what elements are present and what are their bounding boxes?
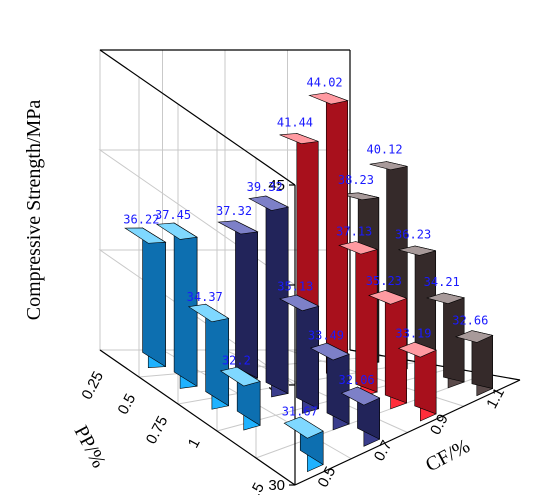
bar-value-label: 32.06 bbox=[339, 373, 375, 387]
bar-value-label: 32.66 bbox=[452, 313, 488, 327]
bar-value-label: 38.23 bbox=[338, 173, 374, 187]
bar-side bbox=[296, 294, 319, 410]
bar-value-label: 31.67 bbox=[282, 404, 318, 418]
bar-value-label: 35.13 bbox=[277, 280, 313, 294]
cf-tick-label: 0.5 bbox=[315, 464, 340, 490]
bar-layer bbox=[124, 92, 494, 473]
bar-value-label: 37.13 bbox=[336, 225, 372, 239]
pp-axis-line bbox=[99, 349, 296, 486]
bar-top bbox=[279, 294, 320, 312]
bar-value-label: 35.23 bbox=[366, 274, 402, 288]
bar-value-label: 36.23 bbox=[395, 227, 431, 241]
pp-tick-label: 0.75 bbox=[143, 413, 172, 447]
cf-axis-title: CF/% bbox=[422, 435, 474, 476]
bar-side bbox=[355, 241, 378, 393]
bar-value-label: 34.21 bbox=[424, 275, 460, 289]
bar-value-label: 34.37 bbox=[187, 290, 223, 304]
bar-side bbox=[265, 195, 289, 394]
bar-top bbox=[397, 341, 437, 358]
pp-tick-label: 1 bbox=[185, 436, 204, 451]
bar-value-label: 41.44 bbox=[277, 115, 313, 129]
bar-top bbox=[187, 303, 230, 323]
z-axis-title: Compressive Strength/MPa bbox=[23, 100, 45, 321]
z-tick-label: 45 bbox=[268, 177, 285, 194]
bar-value-label: 33.19 bbox=[395, 326, 431, 340]
cf-axis-line bbox=[294, 379, 521, 486]
bar-side bbox=[173, 222, 198, 387]
bar-value-label: 32.2 bbox=[222, 353, 251, 367]
bar-side bbox=[142, 227, 166, 368]
bar-top bbox=[124, 227, 167, 244]
bar-top bbox=[309, 342, 350, 361]
bar-top bbox=[454, 330, 494, 343]
bar-value-label: 37.45 bbox=[155, 208, 191, 222]
bar-value-label: 33.49 bbox=[308, 328, 344, 342]
bar-top bbox=[217, 220, 259, 235]
bar-value-label: 40.12 bbox=[366, 142, 402, 156]
bar-top bbox=[426, 292, 466, 304]
z-tick-label: 30 bbox=[268, 477, 285, 494]
bar-top bbox=[308, 92, 349, 105]
pp-axis-title: PP/% bbox=[70, 422, 110, 472]
bar-value-label: 36.22 bbox=[123, 212, 159, 226]
bar-top bbox=[279, 133, 319, 144]
frame-top-left bbox=[99, 49, 296, 186]
bar-top bbox=[248, 195, 290, 211]
bar-top bbox=[338, 241, 379, 255]
pp-tick-label: 1.5 bbox=[243, 480, 268, 495]
bar-top bbox=[283, 416, 324, 439]
bar-top bbox=[398, 245, 436, 256]
pp-tick-label: 0.5 bbox=[115, 391, 140, 417]
bar-top bbox=[340, 386, 381, 406]
pp-tick-label: 0.25 bbox=[78, 369, 107, 403]
bar-top bbox=[156, 222, 198, 240]
bar-top bbox=[219, 366, 261, 387]
bar-top bbox=[368, 290, 408, 305]
bar-value-label: 37.32 bbox=[216, 204, 252, 218]
bar-value-label: 39.32 bbox=[247, 180, 283, 194]
bar-top bbox=[369, 161, 408, 171]
bar-value-label: 44.02 bbox=[307, 75, 343, 89]
